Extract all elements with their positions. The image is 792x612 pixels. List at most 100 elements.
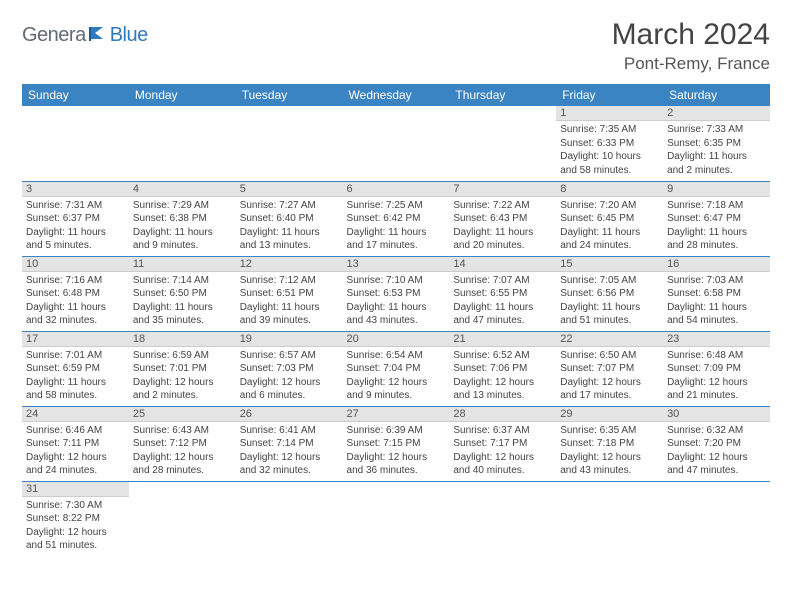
day-details: Sunrise: 7:14 AMSunset: 6:50 PMDaylight:…	[129, 272, 236, 330]
weekday-header: Wednesday	[343, 84, 450, 106]
day-number: 25	[129, 407, 236, 422]
day-details: Sunrise: 7:20 AMSunset: 6:45 PMDaylight:…	[556, 197, 663, 255]
sunset-text: Sunset: 6:58 PM	[667, 287, 766, 301]
sunset-text: Sunset: 7:09 PM	[667, 362, 766, 376]
weekday-header: Thursday	[449, 84, 556, 106]
calendar-cell	[236, 481, 343, 556]
day-details: Sunrise: 6:46 AMSunset: 7:11 PMDaylight:…	[22, 422, 129, 480]
day-number: 20	[343, 332, 450, 347]
calendar-cell	[556, 481, 663, 556]
sunset-text: Sunset: 7:03 PM	[240, 362, 339, 376]
sunrise-text: Sunrise: 6:54 AM	[347, 349, 446, 363]
calendar-cell: 9Sunrise: 7:18 AMSunset: 6:47 PMDaylight…	[663, 181, 770, 256]
sunset-text: Sunset: 6:50 PM	[133, 287, 232, 301]
calendar-cell: 1Sunrise: 7:35 AMSunset: 6:33 PMDaylight…	[556, 106, 663, 181]
calendar-cell: 4Sunrise: 7:29 AMSunset: 6:38 PMDaylight…	[129, 181, 236, 256]
calendar-cell	[449, 106, 556, 181]
day-number: 28	[449, 407, 556, 422]
sunset-text: Sunset: 7:15 PM	[347, 437, 446, 451]
calendar-cell: 17Sunrise: 7:01 AMSunset: 6:59 PMDayligh…	[22, 331, 129, 406]
sunrise-text: Sunrise: 7:30 AM	[26, 499, 125, 513]
calendar-cell: 28Sunrise: 6:37 AMSunset: 7:17 PMDayligh…	[449, 406, 556, 481]
daylight-text: Daylight: 11 hours and 51 minutes.	[560, 301, 659, 328]
day-details: Sunrise: 6:57 AMSunset: 7:03 PMDaylight:…	[236, 347, 343, 405]
sunrise-text: Sunrise: 6:37 AM	[453, 424, 552, 438]
calendar-cell	[22, 106, 129, 181]
weekday-header: Tuesday	[236, 84, 343, 106]
day-number: 23	[663, 332, 770, 347]
daylight-text: Daylight: 11 hours and 54 minutes.	[667, 301, 766, 328]
day-number: 24	[22, 407, 129, 422]
calendar-cell: 18Sunrise: 6:59 AMSunset: 7:01 PMDayligh…	[129, 331, 236, 406]
day-details: Sunrise: 7:03 AMSunset: 6:58 PMDaylight:…	[663, 272, 770, 330]
calendar-cell: 22Sunrise: 6:50 AMSunset: 7:07 PMDayligh…	[556, 331, 663, 406]
daylight-text: Daylight: 12 hours and 13 minutes.	[453, 376, 552, 403]
logo: Genera Blue	[22, 24, 148, 47]
calendar-cell: 5Sunrise: 7:27 AMSunset: 6:40 PMDaylight…	[236, 181, 343, 256]
sunset-text: Sunset: 6:56 PM	[560, 287, 659, 301]
sunset-text: Sunset: 7:01 PM	[133, 362, 232, 376]
day-number: 31	[22, 482, 129, 497]
sunset-text: Sunset: 6:59 PM	[26, 362, 125, 376]
sunset-text: Sunset: 6:37 PM	[26, 212, 125, 226]
day-number: 8	[556, 182, 663, 197]
sunrise-text: Sunrise: 7:35 AM	[560, 123, 659, 137]
day-number: 11	[129, 257, 236, 272]
calendar-body: 1 Sunrise: 7:35 AMSunset: 6:33 PM Daylight…	[22, 106, 770, 556]
daylight-text: Daylight: 12 hours and 40 minutes.	[453, 451, 552, 478]
logo-text-part1: Genera	[22, 24, 86, 47]
calendar-cell: 16Sunrise: 7:03 AMSunset: 6:58 PMDayligh…	[663, 256, 770, 331]
sunset-text: Sunset: 7:04 PM	[347, 362, 446, 376]
day-number: 27	[343, 407, 450, 422]
sunrise-text: Sunrise: 7:16 AM	[26, 274, 125, 288]
sunrise-text: Sunrise: 7:18 AM	[667, 199, 766, 213]
day-details: Sunrise: 7:29 AMSunset: 6:38 PMDaylight:…	[129, 197, 236, 255]
calendar-header-row: SundayMondayTuesdayWednesdayThursdayFrid…	[22, 84, 770, 106]
daylight-text: Daylight: 11 hours and 58 minutes.	[26, 376, 125, 403]
sunrise-text: Sunrise: 6:48 AM	[667, 349, 766, 363]
daylight-text: Daylight: 12 hours and 2 minutes.	[133, 376, 232, 403]
sunset-text: Sunset: 6:40 PM	[240, 212, 339, 226]
day-number: 26	[236, 407, 343, 422]
sunset-text: Sunset: 6:43 PM	[453, 212, 552, 226]
day-number: 1	[556, 106, 663, 121]
day-number: 9	[663, 182, 770, 197]
sunset-text: Sunset: 6:33 PM	[560, 137, 659, 151]
day-number: 15	[556, 257, 663, 272]
sunset-text: Sunset: 6:45 PM	[560, 212, 659, 226]
daylight-text: Daylight: 11 hours and 20 minutes.	[453, 226, 552, 253]
day-number: 10	[22, 257, 129, 272]
day-details: Sunrise: 7:27 AMSunset: 6:40 PMDaylight:…	[236, 197, 343, 255]
sunrise-text: Sunrise: 6:32 AM	[667, 424, 766, 438]
calendar-cell: 27Sunrise: 6:39 AMSunset: 7:15 PMDayligh…	[343, 406, 450, 481]
sunrise-text: Sunrise: 6:52 AM	[453, 349, 552, 363]
calendar-cell: 8Sunrise: 7:20 AMSunset: 6:45 PMDaylight…	[556, 181, 663, 256]
daylight-text: Daylight: 12 hours and 36 minutes.	[347, 451, 446, 478]
sunset-text: Sunset: 8:22 PM	[26, 512, 125, 526]
calendar-cell: 25Sunrise: 6:43 AMSunset: 7:12 PMDayligh…	[129, 406, 236, 481]
daylight-text: Daylight: 11 hours and 28 minutes.	[667, 226, 766, 253]
daylight-text: Daylight: 12 hours and 43 minutes.	[560, 451, 659, 478]
logo-flag-icon	[89, 25, 107, 46]
calendar-cell: 26Sunrise: 6:41 AMSunset: 7:14 PMDayligh…	[236, 406, 343, 481]
sunrise-text: Sunrise: 7:22 AM	[453, 199, 552, 213]
daylight-text: Daylight: 12 hours and 17 minutes.	[560, 376, 659, 403]
sunset-text: Sunset: 6:55 PM	[453, 287, 552, 301]
logo-text-part2: Blue	[110, 24, 148, 47]
calendar-cell	[343, 481, 450, 556]
sunrise-text: Sunrise: 6:46 AM	[26, 424, 125, 438]
day-details: Sunrise: 7:25 AMSunset: 6:42 PMDaylight:…	[343, 197, 450, 255]
sunrise-text: Sunrise: 6:41 AM	[240, 424, 339, 438]
day-details: Sunrise: 7:10 AMSunset: 6:53 PMDaylight:…	[343, 272, 450, 330]
calendar-cell: 13Sunrise: 7:10 AMSunset: 6:53 PMDayligh…	[343, 256, 450, 331]
day-number: 21	[449, 332, 556, 347]
title-block: March 2024 Pont-Remy, France	[612, 18, 770, 74]
calendar-cell: 29Sunrise: 6:35 AMSunset: 7:18 PMDayligh…	[556, 406, 663, 481]
sunset-text: Sunset: 6:42 PM	[347, 212, 446, 226]
sunset-text: Sunset: 7:20 PM	[667, 437, 766, 451]
day-details: Sunrise: 7:16 AMSunset: 6:48 PMDaylight:…	[22, 272, 129, 330]
calendar-cell: 31Sunrise: 7:30 AMSunset: 8:22 PMDayligh…	[22, 481, 129, 556]
calendar-cell: 20Sunrise: 6:54 AMSunset: 7:04 PMDayligh…	[343, 331, 450, 406]
sunrise-text: Sunrise: 6:57 AM	[240, 349, 339, 363]
sunrise-text: Sunrise: 7:01 AM	[26, 349, 125, 363]
